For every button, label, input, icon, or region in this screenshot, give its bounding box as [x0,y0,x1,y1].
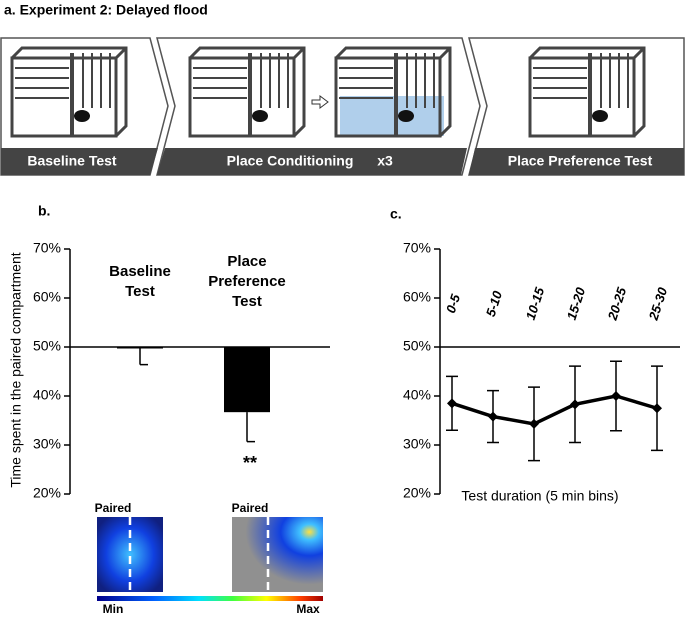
category-label: 5-10 [483,288,506,318]
stage-label: Place Preference Test [508,153,653,169]
cage [334,46,452,138]
error-bar [246,412,255,443]
y-tick-label: 30% [403,436,431,452]
arrow [311,95,329,109]
category-label: 10-15 [523,285,548,322]
bar [224,347,270,413]
bar [117,347,163,349]
marker [570,399,580,410]
cage [334,56,442,138]
stage-bars [1,148,684,175]
cage [528,46,646,138]
stage-label: Baseline Test [27,153,117,169]
heatmap-label: Paired [95,501,132,515]
marker [447,398,457,409]
scale-label: Max [296,602,320,616]
stage-label: Place Conditioning [227,153,354,169]
x-axis-title: Test duration (5 min bins) [461,488,618,504]
color-scale [97,596,323,601]
category-label: 0-5 [443,292,463,315]
mouse [74,110,90,122]
water [340,96,444,136]
y-tick-label: 70% [403,240,431,256]
y-tick-label: 50% [403,338,431,354]
y-axis-title: Time spent in the paired compartment [8,252,24,487]
y-tick-label: 30% [33,436,61,452]
panel-label: b. [38,203,50,219]
line [451,394,658,426]
y-tick-label: 60% [33,289,61,305]
annotation: ** [243,453,257,473]
heatmap [232,517,323,592]
category-label: 20-25 [604,285,629,323]
y-tick-label: 20% [33,485,61,501]
mouse [398,110,414,122]
y-tick-label: 40% [33,387,61,403]
panel-a-title: a. Experiment 2: Delayed flood [4,2,208,18]
cage [188,56,296,138]
marker [529,418,539,429]
y-tick-label: 60% [403,289,431,305]
heatmap [97,517,163,592]
cage [10,46,128,138]
cage [188,46,306,138]
mouse [252,110,268,122]
y-tick-label: 40% [403,387,431,403]
error-bar [139,347,148,366]
category-label: Place Preference Test [208,253,286,310]
marker [652,403,662,414]
category-label: 15-20 [564,285,589,322]
panel-label: c. [390,206,402,222]
marker [611,391,621,401]
category-label: 25-30 [645,285,670,323]
cage [528,56,636,138]
y-tick-label: 70% [33,240,61,256]
cage [10,56,118,138]
marker [488,411,498,422]
y-tick-label: 20% [403,485,431,501]
scale-label: Min [103,602,124,616]
repeat-label: x3 [377,153,393,169]
mouse [592,110,608,122]
y-tick-label: 50% [33,338,61,354]
heatmap-label: Paired [232,501,269,515]
category-label: Baseline Test [109,263,171,300]
